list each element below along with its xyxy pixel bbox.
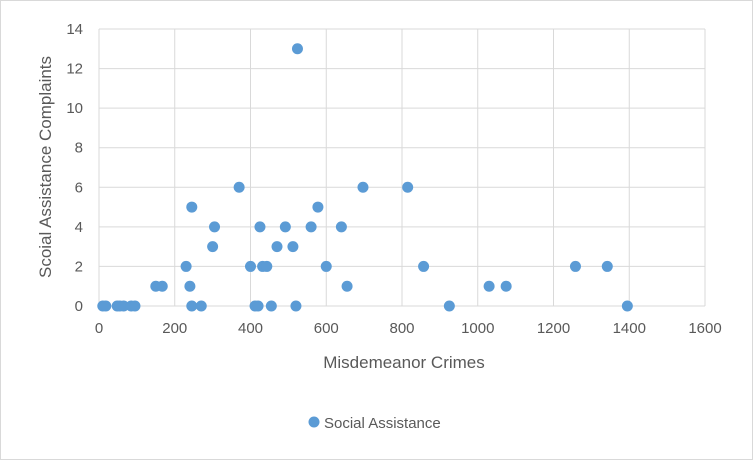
y-tick-label: 12 [66,61,83,78]
data-point [129,300,141,312]
data-point [252,300,264,312]
x-tick-label: 600 [314,320,339,337]
data-point [335,221,347,233]
data-point [254,221,266,233]
data-point [483,280,495,292]
data-point [100,300,112,312]
data-point [291,43,303,55]
legend-label: Social Assistance [324,415,441,432]
data-point [357,181,369,193]
y-axis-title: Scoial Assistance Complaints [36,56,55,278]
data-point [245,260,256,272]
data-point [209,221,221,233]
data-point [569,260,581,272]
data-point [180,260,192,272]
y-tick-label: 14 [66,21,83,38]
x-tick-label: 400 [238,320,263,337]
x-tick-label: 800 [389,320,414,337]
y-tick-label: 6 [75,179,83,196]
legend: Social Assistance [308,415,441,432]
data-point [195,300,207,312]
data-point [279,221,291,233]
tick-labels: 0 2 4 6 8 10 12 14 0 200 400 600 800 1000 1200 1400 1600 [66,21,721,337]
data-point [271,241,283,253]
data-point [184,280,196,292]
y-tick-label: 8 [75,140,83,157]
data-point [287,241,299,253]
legend-marker [308,416,320,428]
y-tick-label: 4 [75,219,83,236]
data-points [97,43,633,312]
data-point [621,300,633,312]
data-point [118,300,130,312]
data-point [341,280,353,292]
x-tick-label: 1200 [537,320,570,337]
y-tick-label: 2 [75,258,83,275]
data-point [320,260,332,272]
data-point [265,300,277,312]
data-point [290,300,302,312]
gridlines [98,28,706,307]
x-tick-label: 0 [95,320,103,337]
data-point [156,280,168,292]
x-axis-title: Misdemeanor Crimes [323,353,485,372]
data-point [233,181,245,193]
data-point [186,300,198,312]
data-point [261,260,273,272]
x-tick-label: 1400 [613,320,646,337]
x-tick-label: 1600 [688,320,721,337]
data-point [601,260,613,272]
data-point [305,221,317,233]
x-tick-label: 1000 [461,320,494,337]
data-point [402,181,414,193]
data-point [186,201,198,213]
data-point [500,280,512,292]
data-point [207,241,219,253]
y-tick-label: 10 [66,100,83,117]
data-point [312,201,324,213]
data-point [418,260,430,272]
y-tick-label: 0 [75,298,83,315]
x-tick-label: 200 [162,320,187,337]
data-point [443,300,455,312]
